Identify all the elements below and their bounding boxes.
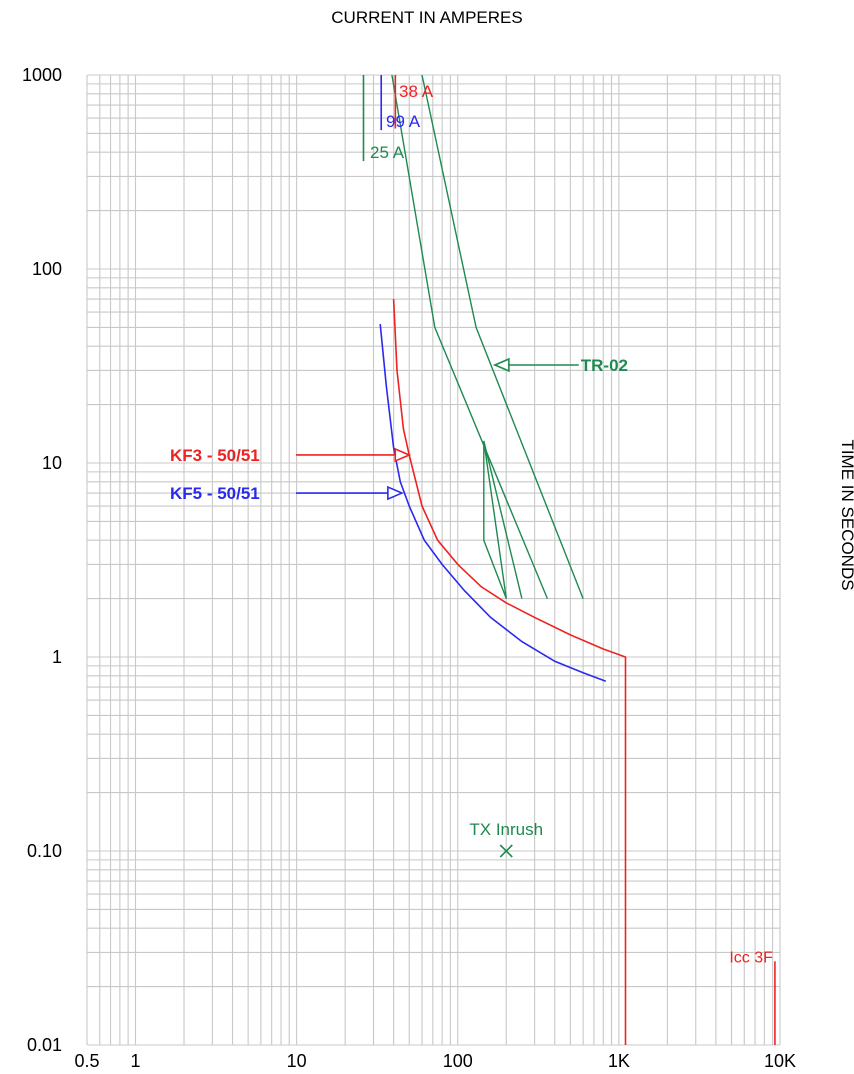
pickup-marker-label: 38 A <box>399 82 434 101</box>
tick-labels: 0.5 1 10 100 1K 10K 1000 100 10 1 0.10 0.01 <box>22 65 796 1071</box>
x-tick-label: 10 <box>287 1051 307 1071</box>
inrush-point-label: TX Inrush <box>469 820 543 839</box>
x-tick-label: 10K <box>764 1051 796 1071</box>
x-tick-label: 1 <box>130 1051 140 1071</box>
inrush-point-marker <box>499 844 513 858</box>
pickup-marker-label: 99 A <box>386 112 421 131</box>
annotation-arrowhead <box>492 357 510 373</box>
annotation-label-kf5-50-51: KF5 - 50/51 <box>170 484 260 503</box>
annotation-label-kf3-50-51: KF3 - 50/51 <box>170 446 260 465</box>
x-tick-label: 100 <box>443 1051 473 1071</box>
annotation-arrowhead <box>394 447 412 463</box>
x-tick-label: 0.5 <box>74 1051 99 1071</box>
series-tr-02-curve <box>391 74 549 599</box>
y-tick-label: 1000 <box>22 65 62 85</box>
annotation-arrowhead <box>387 485 404 501</box>
x-axis-title: CURRENT IN AMPERES <box>331 8 523 27</box>
pickup-marker-label: 25 A <box>370 143 405 162</box>
y-tick-label: 100 <box>32 259 62 279</box>
annotation-label-tr-02: TR-02 <box>581 356 628 375</box>
fault-marker-label: Icc 3F <box>729 949 773 966</box>
annotation-layer: 38 A 99 A 25 A Icc 3F TX Inrush KF3 - 50/51 KF… <box>170 75 776 1045</box>
series-tr-02-curve <box>421 74 584 599</box>
series-tr-02-curve <box>483 440 523 599</box>
y-tick-label: 0.10 <box>27 841 62 861</box>
y-tick-label: 10 <box>42 453 62 473</box>
series-kf3-50-51-curve <box>392 299 627 1045</box>
x-tick-label: 1K <box>608 1051 630 1071</box>
y-tick-label: 0.01 <box>27 1035 62 1055</box>
series-kf5-50-51-curve <box>379 324 607 682</box>
grid <box>86 74 781 1046</box>
series-layer <box>379 74 627 1045</box>
y-tick-label: 1 <box>52 647 62 667</box>
